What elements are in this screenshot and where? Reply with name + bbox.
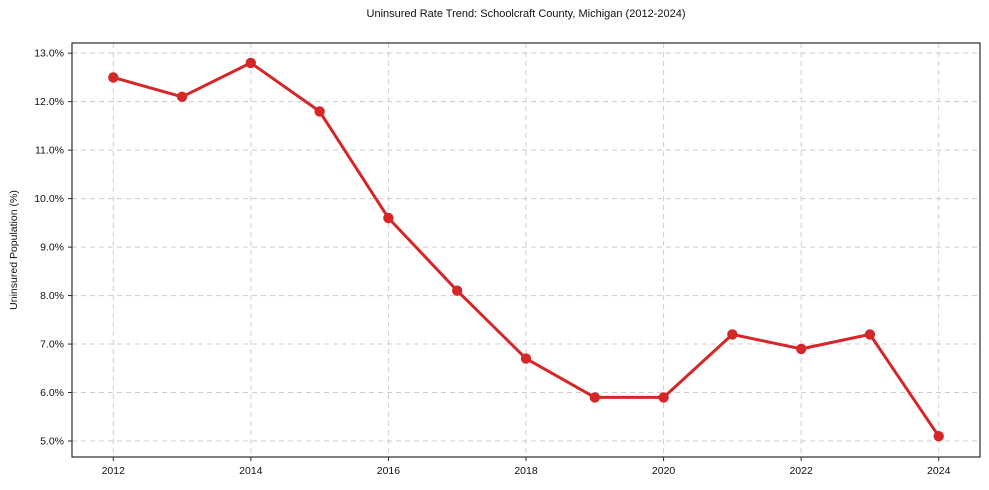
y-tick-label: 10.0% [34, 193, 64, 205]
data-point-2021 [727, 329, 738, 340]
data-point-2022 [796, 343, 807, 355]
y-tick-label: 8.0% [40, 290, 64, 302]
x-tick-label: 2016 [377, 465, 401, 477]
data-point-2014 [245, 57, 256, 69]
data-point-2018 [520, 353, 532, 364]
data-point-2019 [589, 392, 600, 403]
x-tick-label: 2014 [239, 465, 263, 477]
x-tick-label: 2012 [102, 465, 126, 477]
chart-title: Uninsured Rate Trend: Schoolcraft County… [366, 8, 686, 20]
y-tick-label: 5.0% [40, 436, 64, 448]
data-point-2020 [658, 392, 669, 403]
data-point-2013 [176, 91, 188, 103]
data-point-2024 [933, 431, 944, 442]
data-point-2015 [314, 106, 325, 117]
y-tick-label: 7.0% [40, 339, 64, 351]
data-point-2017 [452, 285, 463, 296]
data-point-2012 [108, 72, 119, 83]
y-tick-label: 13.0% [34, 48, 64, 60]
x-tick-label: 2020 [652, 465, 676, 477]
y-tick-label: 9.0% [40, 242, 64, 254]
x-tick-label: 2022 [789, 465, 813, 477]
x-tick-label: 2018 [514, 465, 538, 477]
x-tick-label: 2024 [927, 465, 951, 477]
data-point-2016 [383, 212, 394, 224]
y-tick-label: 12.0% [34, 96, 64, 108]
y-tick-label: 6.0% [40, 387, 64, 399]
data-point-2023 [864, 329, 876, 340]
y-tick-label: 11.0% [35, 145, 64, 157]
